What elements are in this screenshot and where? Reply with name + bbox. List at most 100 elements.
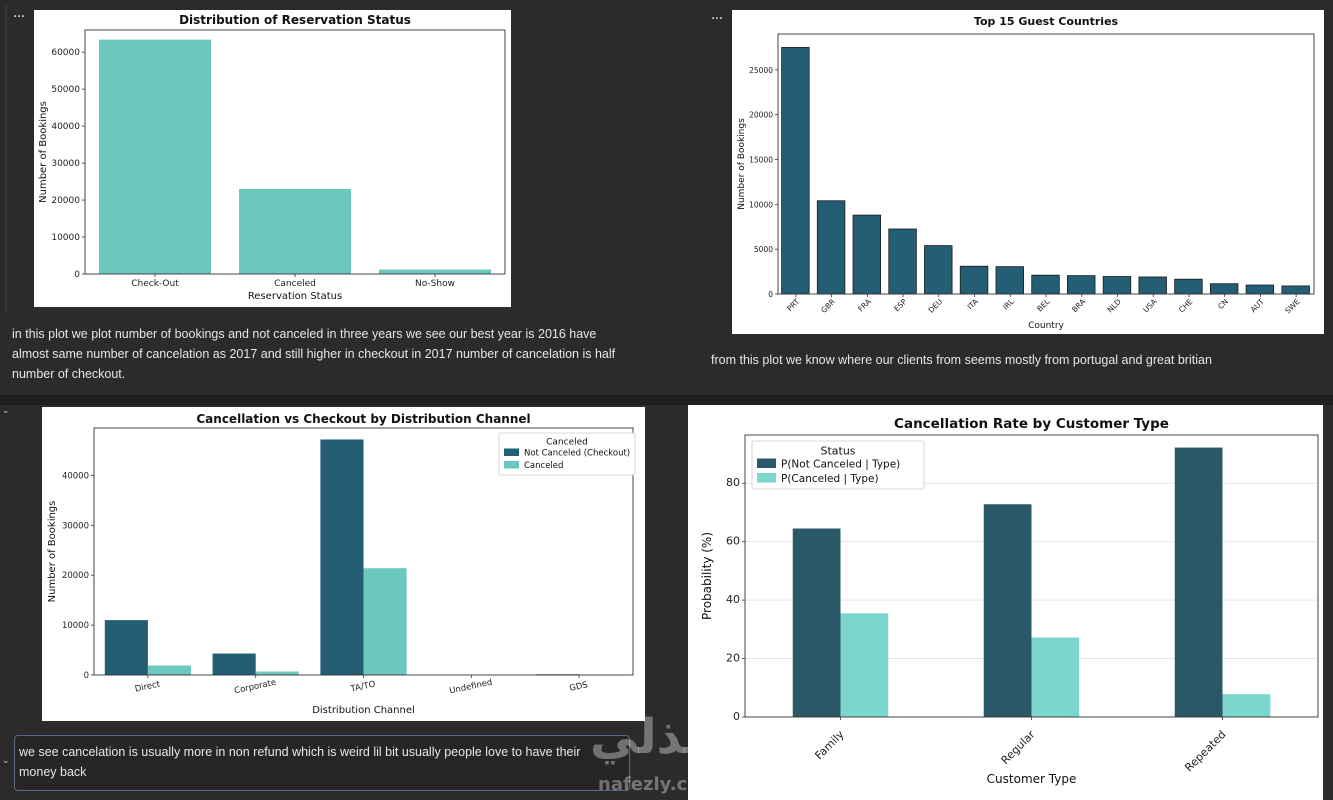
countries-note: from this plot we know where our clients… bbox=[711, 353, 1212, 367]
status-note: in this plot we plot number of bookings … bbox=[12, 327, 616, 381]
customer-type-chart: Cancellation Rate by Customer Type 0 20 40 6… bbox=[700, 416, 1319, 786]
y-tick-label: 20000 bbox=[51, 196, 80, 206]
chart-title: Distribution of Reservation Status bbox=[179, 13, 411, 27]
legend-title: Canceled bbox=[546, 438, 588, 448]
x-tick-label: CN bbox=[1216, 297, 1230, 311]
bar-esp bbox=[888, 228, 917, 295]
bar-cn bbox=[1209, 283, 1239, 295]
bar-che bbox=[1174, 278, 1203, 295]
channel-note-box[interactable] bbox=[14, 735, 630, 791]
x-tick-label: Corporate bbox=[233, 678, 277, 697]
x-tick-label: Check-Out bbox=[131, 279, 179, 289]
bar-bra bbox=[1067, 275, 1096, 295]
bar-family-s0 bbox=[792, 528, 841, 717]
x-tick-label: ESP bbox=[892, 297, 909, 314]
y-tick-label: 20 bbox=[726, 652, 740, 665]
legend-label: P(Not Canceled | Type) bbox=[781, 459, 900, 471]
x-tick-label: AUT bbox=[1249, 297, 1266, 314]
x-tick-label: DEU bbox=[927, 297, 945, 315]
x-axis-label: Customer Type bbox=[987, 772, 1077, 786]
bar-corporate-s1 bbox=[255, 671, 299, 675]
chart-panel-customer-type: Cancellation Rate by Customer Type 0 20 40 6… bbox=[688, 405, 1323, 800]
bar-gbr bbox=[816, 200, 846, 295]
y-tick-label: 10000 bbox=[62, 621, 89, 631]
y-tick-label: 30000 bbox=[62, 521, 89, 531]
bar-ta-to-s0 bbox=[320, 439, 364, 675]
y-tick-label: 60000 bbox=[51, 48, 80, 58]
x-tick-label: No-Show bbox=[415, 279, 455, 289]
chart-panel-distribution-channel: Cancellation vs Checkout by Distribution… bbox=[42, 407, 645, 721]
chart-panel-reservation-status: Distribution of Reservation Status 0 10000… bbox=[34, 10, 511, 307]
y-tick-label: 20000 bbox=[749, 111, 773, 120]
y-tick-label: 80 bbox=[726, 476, 740, 489]
cell-separator bbox=[0, 395, 1333, 405]
y-tick-label: 60 bbox=[726, 535, 740, 548]
bar-regular-s1 bbox=[1031, 637, 1080, 717]
x-tick-label: CHE bbox=[1177, 297, 1195, 315]
channel-note: we see cancelation is usually more in no… bbox=[19, 745, 581, 779]
bar-family-s1 bbox=[840, 613, 889, 717]
cell-menu-icon[interactable]: … bbox=[13, 6, 25, 20]
bar-nld bbox=[1102, 276, 1132, 295]
bar-direct-s0 bbox=[104, 620, 148, 675]
legend-label: Not Canceled (Checkout) bbox=[524, 449, 630, 459]
watermark-logo: نفذلي bbox=[590, 709, 737, 765]
x-tick-label: Direct bbox=[134, 679, 162, 694]
bar-fra bbox=[852, 214, 882, 295]
x-tick-label: PRT bbox=[785, 297, 801, 313]
x-tick-label: IRL bbox=[1001, 296, 1016, 311]
x-tick-label: GDS bbox=[569, 680, 589, 694]
bar-aut bbox=[1245, 284, 1275, 295]
y-tick-label: 20000 bbox=[62, 571, 89, 581]
y-tick-label: 0 bbox=[74, 270, 80, 280]
y-tick-label: 50000 bbox=[51, 85, 80, 95]
x-tick-label: ITA bbox=[966, 296, 981, 311]
distribution-channel-chart: Cancellation vs Checkout by Distribution… bbox=[47, 412, 636, 716]
chart-title: Top 15 Guest Countries bbox=[974, 15, 1119, 28]
bar-ita bbox=[959, 265, 989, 295]
x-axis-label: Distribution Channel bbox=[312, 705, 415, 716]
bar-direct-s1 bbox=[147, 665, 192, 675]
bar-ta-to-s1 bbox=[363, 568, 407, 675]
bar-swe bbox=[1281, 285, 1310, 295]
watermark-text: nafezly.com bbox=[598, 774, 719, 795]
y-axis-label: Number of Bookings bbox=[47, 501, 58, 603]
x-tick-label: GBR bbox=[819, 297, 837, 315]
x-axis-label: Reservation Status bbox=[248, 291, 342, 302]
chart-panel-guest-countries: Top 15 Guest Countries 0 5000 10000 15000 200… bbox=[732, 10, 1324, 334]
chart-title: Cancellation Rate by Customer Type bbox=[894, 416, 1169, 432]
x-tick-label: Canceled bbox=[274, 279, 316, 289]
legend-label: P(Canceled | Type) bbox=[781, 473, 879, 485]
x-tick-label: SWE bbox=[1283, 297, 1302, 316]
x-tick-label: BEL bbox=[1035, 296, 1052, 313]
y-axis-label: Number of Bookings bbox=[38, 101, 49, 203]
y-axis-label: Number of Bookings bbox=[737, 118, 747, 210]
legend-swatch bbox=[757, 458, 776, 468]
x-tick-label: Family bbox=[812, 728, 847, 763]
cell-gutter-top-left bbox=[5, 6, 7, 312]
y-tick-label: 10000 bbox=[749, 200, 773, 209]
y-tick-label: 15000 bbox=[749, 156, 773, 165]
bar-corporate-s0 bbox=[212, 653, 256, 675]
collapse-icon[interactable]: ⌄ bbox=[2, 755, 10, 765]
legend-title: Status bbox=[820, 445, 855, 458]
y-tick-label: 5000 bbox=[754, 245, 773, 254]
legend-swatch bbox=[504, 461, 519, 469]
collapse-icon[interactable]: ⌄ bbox=[2, 405, 10, 415]
y-tick-label: 40000 bbox=[51, 122, 80, 132]
bar-repeated-s0 bbox=[1174, 447, 1223, 717]
x-tick-label: USA bbox=[1141, 296, 1159, 314]
y-tick-label: 0 bbox=[768, 290, 773, 299]
y-tick-label: 25000 bbox=[749, 66, 773, 75]
bar-regular-s0 bbox=[983, 504, 1032, 717]
x-tick-label: Repeated bbox=[1182, 728, 1228, 774]
guest-countries-chart: Top 15 Guest Countries 0 5000 10000 15000 200… bbox=[737, 15, 1315, 331]
y-tick-label: 0 bbox=[84, 671, 89, 681]
y-tick-label: 10000 bbox=[51, 233, 80, 243]
legend-box bbox=[498, 432, 636, 476]
x-tick-label: BRA bbox=[1070, 296, 1088, 314]
bar-no-show bbox=[379, 269, 491, 274]
y-tick-label: 0 bbox=[733, 710, 740, 723]
cell-menu-icon[interactable]: … bbox=[711, 8, 723, 22]
reservation-status-chart: Distribution of Reservation Status 0 10000… bbox=[38, 13, 506, 302]
